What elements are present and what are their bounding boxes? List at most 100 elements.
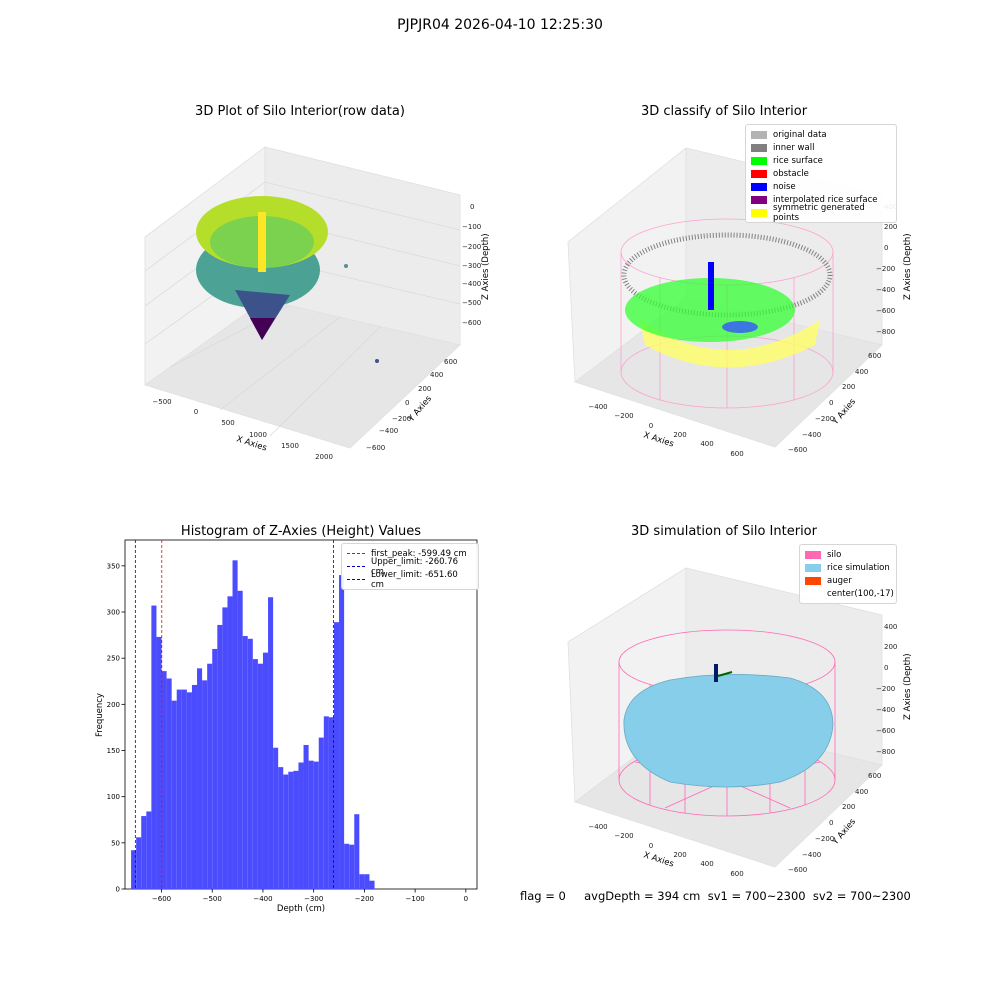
histogram-bar (273, 747, 279, 889)
legend-label: auger (827, 575, 852, 586)
histogram-x-tick-label: −200 (355, 895, 374, 903)
legend-entry: Upper_limit: -260.76 cm (347, 557, 473, 577)
legend-swatch (805, 590, 821, 598)
panel1-y-tick: 200 (418, 385, 431, 393)
legend-entry: silo (805, 548, 891, 561)
panel1-outlier-1 (344, 264, 348, 268)
histogram-bar (151, 605, 157, 889)
panel4-y-tick: 0 (829, 819, 833, 827)
legend-label: interpolated rice surface (773, 194, 878, 205)
panel2-x-tick: −200 (614, 412, 633, 420)
legend-entry: first_peak: -599.49 cm (347, 547, 473, 560)
panel2-noise-pillar (708, 262, 714, 310)
histogram-x-label: Depth (cm) (277, 904, 325, 914)
panel4-z-label: Z Axies (Depth) (903, 653, 913, 720)
legend-label: first_peak: -599.49 cm (371, 548, 467, 559)
panel4-x-tick: −400 (588, 823, 607, 831)
histogram-bar (166, 678, 172, 889)
legend-swatch (751, 130, 767, 139)
legend-entry: obstacle (751, 167, 891, 180)
histogram-bar (303, 744, 309, 889)
histogram-bar (323, 716, 329, 889)
panel1-y-label: Y Axies (406, 394, 434, 425)
histogram-x-tick-label: −500 (203, 895, 222, 903)
histogram-y-tick-label: 100 (107, 793, 120, 801)
panel1-z-label: Z Axies (Depth) (481, 233, 491, 300)
panel2-legend: original data inner wall rice surface ob… (745, 124, 897, 223)
histogram-y-tick-label: 50 (111, 839, 120, 847)
panel4-y-tick: 200 (842, 803, 855, 811)
panel2-title: 3D classify of Silo Interior (640, 104, 808, 119)
legend-entry: rice simulation (805, 561, 891, 574)
panel2-x-tick: 200 (673, 431, 686, 439)
panel2-y-tick: −200 (815, 415, 834, 423)
panel3-title: Histogram of Z-Axies (Height) Values (180, 524, 422, 539)
histogram-bar (176, 689, 182, 889)
histogram-x-tick-label: −400 (253, 895, 272, 903)
panel1-z-ticks: −600 −500 −400 −300 −200 −100 0 (462, 203, 481, 327)
legend-line-swatch (347, 553, 365, 554)
legend-entry: auger (805, 574, 891, 587)
panel4-z-tick: 200 (884, 643, 897, 651)
histogram-x-tick-label: −100 (406, 895, 425, 903)
panel1-y-tick: 400 (430, 371, 443, 379)
histogram-bar (344, 843, 350, 889)
legend-line-swatch (347, 579, 365, 580)
panel2-z-tick: −200 (876, 265, 895, 273)
histogram-bar (364, 874, 370, 889)
panel2-x-tick: 400 (700, 440, 713, 448)
panel2-y-ticks: −600 −400 −200 0 200 400 600 (788, 352, 881, 454)
legend-label: obstacle (773, 168, 809, 179)
panel1-y-ticks: −600 −400 −200 0 200 400 600 (366, 358, 457, 452)
legend-entry: noise (751, 180, 891, 193)
legend-label: rice simulation (827, 562, 890, 573)
histogram-y-tick-label: 150 (107, 747, 120, 755)
legend-entry: rice surface (751, 154, 891, 167)
histogram-bar (247, 638, 253, 889)
histogram-bar (369, 880, 375, 889)
panel2-y-tick: −400 (802, 431, 821, 439)
panel2-x-tick: 0 (649, 422, 653, 430)
panel2-x-tick: −400 (588, 403, 607, 411)
panel4-x-tick: 600 (730, 870, 743, 878)
histogram-bar (227, 596, 233, 889)
histogram-y-tick-label: 350 (107, 562, 120, 570)
panel1-y-tick: 0 (405, 399, 409, 407)
panel1-3d-plot: −500 0 500 1000 1500 2000 X Axies −600 −… (144, 146, 491, 461)
panel4-z-tick: 400 (884, 623, 897, 631)
legend-line-swatch (347, 566, 365, 567)
panel4-x-tick: 0 (649, 842, 653, 850)
histogram-bar (212, 648, 218, 889)
legend-entry: interpolated rice surface (751, 193, 891, 206)
panel4-legend: silo rice simulation auger center(100,-1… (799, 544, 897, 604)
panel2-z-tick: −600 (876, 307, 895, 315)
panel1-floor-pane (144, 299, 461, 449)
legend-label: silo (827, 549, 842, 560)
panel1-axes-box (144, 146, 461, 449)
panel4-y-tick: −600 (788, 866, 807, 874)
histogram-bar (293, 770, 299, 889)
histogram-bar (237, 590, 243, 889)
panel1-x-tick: 0 (194, 408, 198, 416)
legend-label: noise (773, 181, 796, 192)
legend-entry: symmetric generated points (751, 203, 891, 223)
panel4-3d-plot: −400 −200 0 200 400 600 X Axies −600 −40… (567, 567, 913, 878)
panel4-z-tick: −200 (876, 685, 895, 693)
histogram-bar (141, 816, 147, 889)
histogram-bar (186, 692, 192, 889)
histogram-bar (298, 762, 304, 889)
legend-label: rice surface (773, 155, 823, 166)
panel2-x-label: X Axies (642, 430, 675, 449)
panel1-x-tick: 2000 (315, 453, 333, 461)
histogram-bar (359, 874, 365, 889)
histogram-bar (288, 771, 294, 889)
legend-swatch (805, 550, 821, 559)
legend-label: original data (773, 129, 827, 140)
histogram-y-tick-label: 250 (107, 655, 120, 663)
legend-swatch (751, 143, 767, 152)
histogram-bar (217, 624, 223, 889)
panel2-y-tick: 600 (868, 352, 881, 360)
histogram-y-tick-label: 0 (116, 886, 120, 894)
legend-swatch (751, 195, 767, 204)
histogram-bar (131, 850, 137, 889)
